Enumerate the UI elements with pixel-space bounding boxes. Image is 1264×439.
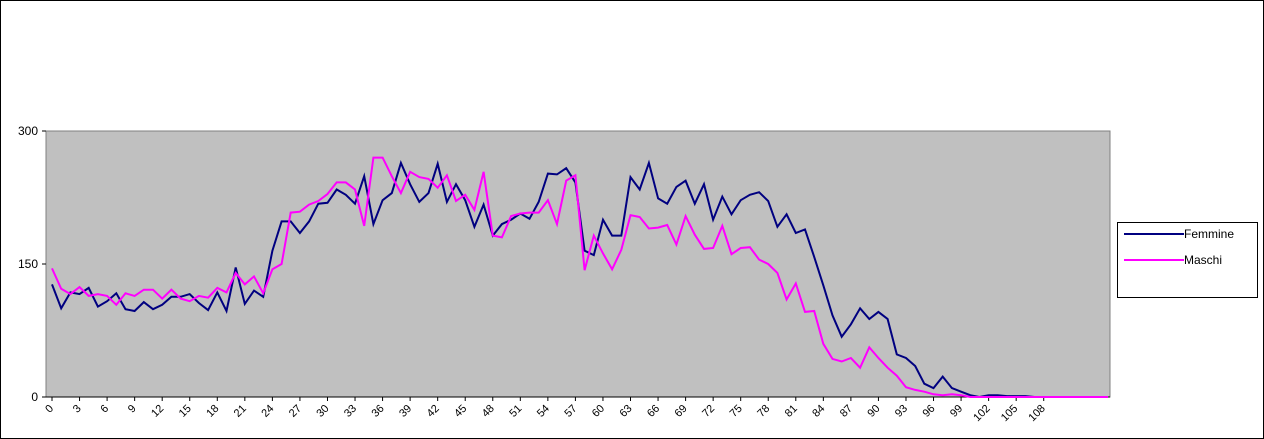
legend-label: Maschi bbox=[1184, 253, 1222, 267]
y-tick-label: 300 bbox=[18, 124, 38, 138]
legend-label: Femmine bbox=[1184, 227, 1234, 241]
series-line bbox=[51, 156, 1108, 398]
y-tick-label: 0 bbox=[31, 390, 38, 404]
plot-area bbox=[45, 130, 1111, 398]
y-tick-label: 150 bbox=[18, 257, 38, 271]
